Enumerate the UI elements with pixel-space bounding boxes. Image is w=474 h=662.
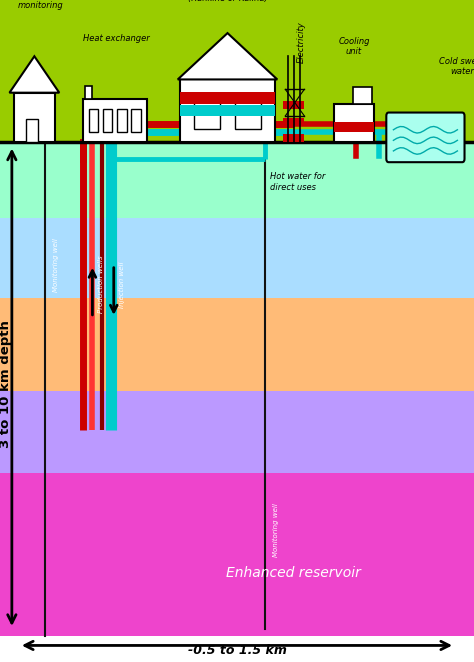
Bar — [0, 391, 474, 473]
Text: -0.5 to 1.5 km: -0.5 to 1.5 km — [188, 643, 286, 657]
Bar — [283, 134, 304, 142]
Bar — [334, 104, 374, 142]
Text: Electricity: Electricity — [297, 21, 305, 63]
Text: Monitoring well: Monitoring well — [53, 238, 58, 292]
Bar — [283, 101, 304, 109]
Text: Injection well: Injection well — [119, 261, 125, 308]
Bar — [235, 93, 261, 129]
Bar — [0, 142, 474, 218]
Bar — [83, 99, 147, 142]
Bar — [40, 76, 47, 93]
Bar — [89, 109, 98, 132]
Bar — [334, 122, 374, 132]
Bar — [14, 93, 55, 142]
Text: Hot water for
direct uses: Hot water for direct uses — [270, 172, 326, 191]
Bar — [131, 109, 141, 132]
Bar — [0, 298, 474, 391]
Text: Production wells: Production wells — [98, 256, 104, 314]
Bar — [194, 93, 220, 129]
Bar — [117, 109, 127, 132]
FancyBboxPatch shape — [386, 113, 465, 162]
Bar — [85, 86, 92, 99]
Text: Enhanced reservoir: Enhanced reservoir — [227, 565, 361, 580]
Bar — [283, 118, 304, 126]
Polygon shape — [178, 33, 277, 79]
Bar — [0, 0, 474, 142]
Text: 3 to 10 km depth: 3 to 10 km depth — [0, 320, 12, 448]
Bar — [103, 109, 112, 132]
Text: Reservoir
monitoring: Reservoir monitoring — [18, 0, 63, 10]
Bar — [180, 105, 275, 116]
Bar — [180, 79, 275, 142]
Bar — [353, 87, 372, 104]
Bar — [0, 218, 474, 298]
Text: Cold sweet
water: Cold sweet water — [439, 57, 474, 76]
Bar — [26, 119, 38, 142]
Text: Binary cycle plant
(Rankine or Kalina): Binary cycle plant (Rankine or Kalina) — [188, 0, 267, 3]
Text: Cooling
unit: Cooling unit — [338, 37, 370, 56]
Bar — [180, 92, 275, 104]
Bar — [0, 0, 474, 142]
Text: Heat exchanger: Heat exchanger — [83, 34, 149, 43]
Text: Monitoring well: Monitoring well — [273, 502, 279, 557]
Bar — [0, 473, 474, 636]
Polygon shape — [9, 56, 59, 93]
